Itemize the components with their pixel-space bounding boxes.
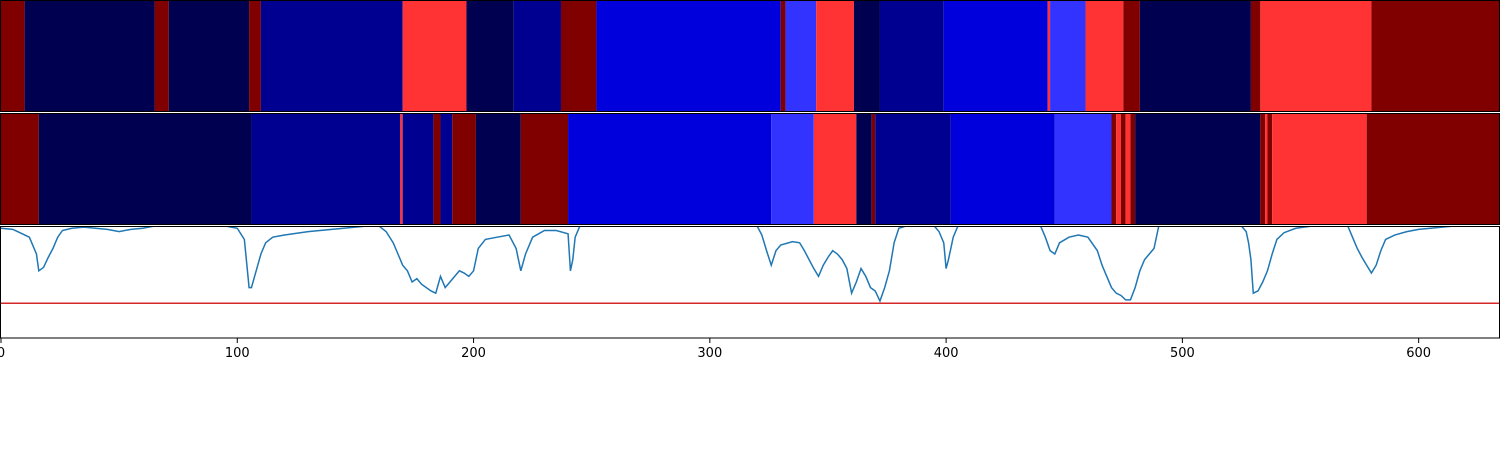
segment <box>260 0 403 112</box>
state-rows <box>0 0 1500 225</box>
segment <box>1130 113 1136 225</box>
segment <box>1050 0 1086 112</box>
segment <box>950 113 1055 225</box>
segment <box>879 0 944 112</box>
state-row <box>0 0 1500 112</box>
segment <box>1120 113 1126 225</box>
segment <box>433 113 441 225</box>
x-tick-label: 500 <box>1170 346 1195 361</box>
panel-frame <box>0 226 1500 339</box>
segment <box>402 113 434 225</box>
segment <box>856 113 872 225</box>
segment <box>168 0 250 112</box>
segment <box>1135 113 1261 225</box>
segment <box>513 0 561 112</box>
series-line <box>1 226 1499 304</box>
segment <box>24 0 155 112</box>
segment <box>780 0 786 112</box>
x-tick-label: 300 <box>697 346 722 361</box>
segment <box>813 113 857 225</box>
line-panel <box>0 226 1500 339</box>
segment <box>402 0 467 112</box>
segment <box>771 113 814 225</box>
segment <box>466 0 514 112</box>
segment <box>1 113 39 225</box>
segment <box>475 113 521 225</box>
x-tick-label: 100 <box>225 346 250 361</box>
x-tick-label: 400 <box>934 346 959 361</box>
segment <box>1111 113 1117 225</box>
state-row <box>0 113 1500 225</box>
segment <box>249 0 261 112</box>
segment <box>1047 0 1051 112</box>
segment <box>1250 0 1261 112</box>
segment <box>154 0 169 112</box>
segment <box>452 113 476 225</box>
segment <box>1054 113 1112 225</box>
segment <box>520 113 569 225</box>
segment <box>1125 113 1131 225</box>
segment <box>1371 0 1499 112</box>
segment <box>943 0 1048 112</box>
segment <box>785 0 817 112</box>
segment <box>38 113 252 225</box>
segment <box>875 113 951 225</box>
segment <box>1 0 25 112</box>
segment <box>440 113 453 225</box>
segment <box>816 0 854 112</box>
x-axis: 0 100 200 300 400 500 600 <box>0 338 1431 361</box>
x-tick-label: 200 <box>461 346 486 361</box>
segment <box>596 0 781 112</box>
segment <box>400 113 403 225</box>
segment <box>1260 113 1266 225</box>
segment <box>1123 0 1140 112</box>
segment <box>1366 113 1499 225</box>
segment <box>1139 0 1251 112</box>
segment <box>1265 113 1268 225</box>
x-tick-label: 0 <box>0 346 5 361</box>
segment <box>1272 113 1367 225</box>
segment <box>1116 113 1121 225</box>
segment <box>853 0 880 112</box>
segment <box>871 113 876 225</box>
segment <box>560 0 597 112</box>
segment <box>251 113 401 225</box>
segment <box>1085 0 1124 112</box>
segment <box>1260 0 1372 112</box>
x-tick-label: 600 <box>1406 346 1431 361</box>
segment <box>568 113 772 225</box>
segment <box>1267 113 1273 225</box>
